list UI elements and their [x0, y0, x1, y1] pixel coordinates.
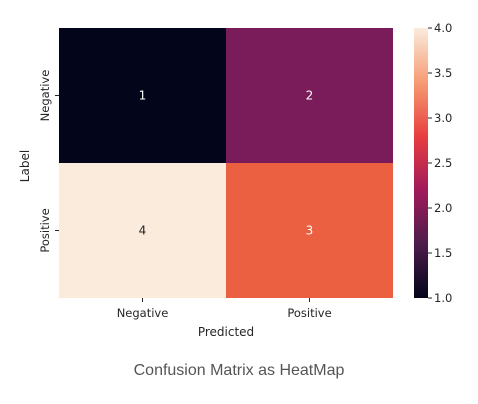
x-tick-label: Negative: [117, 306, 169, 320]
colorbar-tick-label: 3.0: [434, 111, 452, 125]
heatmap-cell-1-2: [226, 28, 393, 163]
cell-value-2-1: 4: [139, 224, 147, 238]
y-axis: Negative Positive: [38, 70, 59, 253]
colorbar-ticks: 1.0 1.5 2.0 2.5 3.0 3.5 4.0: [428, 21, 452, 305]
colorbar-tick-label: 1.0: [434, 291, 452, 305]
colorbar: [414, 28, 428, 298]
confusion-matrix-heatmap: 1 2 4 3 Negative Positive Negative Positive P…: [18, 21, 452, 339]
cell-value-2-2: 3: [306, 224, 314, 238]
x-axis: Negative Positive: [117, 298, 332, 320]
colorbar-tick-label: 3.5: [434, 66, 452, 80]
figure-caption: Confusion Matrix as HeatMap: [133, 362, 345, 379]
heatmap-cell-2-2: [226, 163, 393, 298]
colorbar-tick-label: 2.0: [434, 201, 452, 215]
cell-annotations: 1 2 4 3: [139, 89, 314, 238]
x-tick-label: Positive: [287, 306, 331, 320]
heatmap-cells: [59, 28, 393, 298]
cell-value-1-2: 2: [306, 89, 314, 103]
y-axis-label: Label: [18, 150, 32, 182]
colorbar-tick-label: 2.5: [434, 156, 452, 170]
heatmap-cell-2-1: [59, 163, 226, 298]
colorbar-tick-label: 4.0: [434, 21, 452, 35]
y-tick-label: Positive: [38, 208, 52, 252]
heatmap-cell-1-1: [59, 28, 226, 163]
x-axis-label: Predicted: [198, 325, 254, 339]
colorbar-tick-label: 1.5: [434, 246, 452, 260]
cell-value-1-1: 1: [139, 89, 147, 103]
y-tick-label: Negative: [38, 70, 52, 122]
